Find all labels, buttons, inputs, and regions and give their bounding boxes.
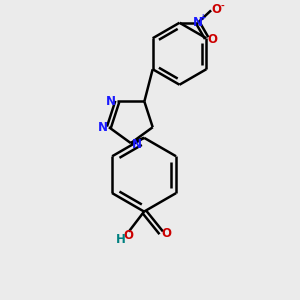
Text: N: N xyxy=(193,16,203,29)
Text: N: N xyxy=(98,121,107,134)
Text: O: O xyxy=(207,33,217,46)
Text: O: O xyxy=(161,227,172,240)
Text: -: - xyxy=(221,2,225,11)
Text: N: N xyxy=(132,138,142,151)
Text: H: H xyxy=(116,233,125,246)
Text: O: O xyxy=(212,3,221,16)
Text: N: N xyxy=(106,95,116,108)
Text: O: O xyxy=(123,229,133,242)
Text: +: + xyxy=(200,13,206,22)
